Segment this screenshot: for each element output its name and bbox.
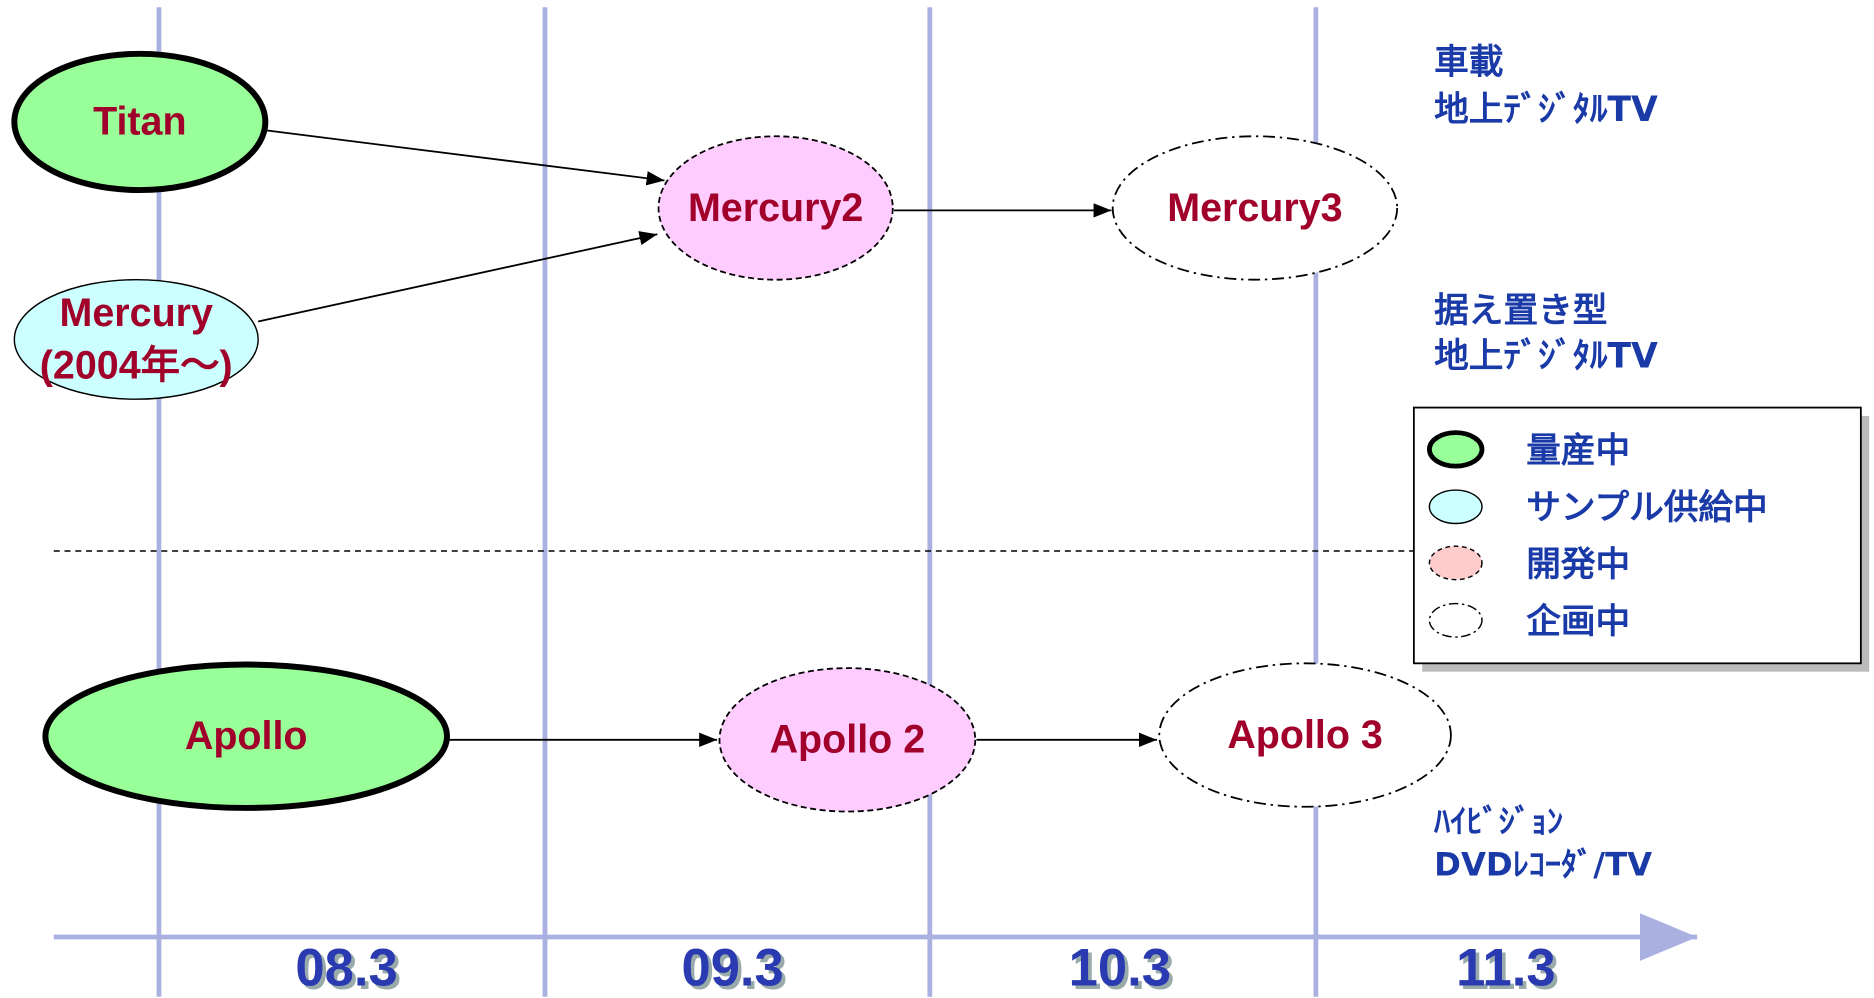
node-label: Mercury — [60, 291, 214, 335]
legend-label: 量産中 — [1526, 431, 1630, 471]
timeline-shadow: 09.3 — [685, 942, 787, 998]
category-label: 地上ﾃﾞｼﾞﾀﾙTV — [1434, 336, 1658, 376]
node-shape — [1111, 135, 1399, 281]
legend-label: 企画中 — [1526, 602, 1630, 642]
node-label: Apollo — [185, 714, 308, 758]
legend-label: 開発中 — [1526, 545, 1630, 585]
timeline-label: 08.3 — [295, 939, 397, 998]
timeline-label: 09.3 — [681, 939, 783, 998]
node-shape — [657, 135, 894, 281]
legend-box — [1412, 406, 1870, 672]
node-label: Apollo 3 — [1227, 713, 1383, 757]
node-shape — [42, 661, 450, 811]
node-label: Apollo 2 — [770, 718, 926, 762]
node-shape — [13, 278, 259, 400]
node-label: (2004年～) — [40, 344, 233, 388]
timeline-shadow: 08.3 — [299, 942, 401, 998]
timeline-shadow: 11.3 — [1460, 942, 1559, 998]
category-label: 据え置き型 — [1434, 291, 1607, 331]
category-label: ﾊｲﾋﾞｼﾞｮﾝ — [1433, 802, 1563, 840]
timeline-label: 11.3 — [1456, 939, 1555, 998]
category-label: 車載 — [1434, 42, 1503, 82]
node-shape — [718, 667, 977, 813]
node-shape — [1158, 662, 1452, 808]
node-label: Mercury3 — [1167, 186, 1342, 230]
timeline-label: 10.3 — [1069, 939, 1171, 998]
category-label: 地上ﾃﾞｼﾞﾀﾙTV — [1434, 90, 1658, 130]
node-shape — [11, 50, 269, 194]
timeline-shadow: 10.3 — [1072, 942, 1174, 998]
node-label: Titan — [93, 100, 187, 144]
node-label: Mercury2 — [688, 186, 863, 230]
arrows — [257, 129, 1157, 747]
category-label: DVDﾚｺｰﾀﾞ/TV — [1434, 846, 1652, 884]
legend-label: サンプル供給中 — [1526, 488, 1767, 528]
